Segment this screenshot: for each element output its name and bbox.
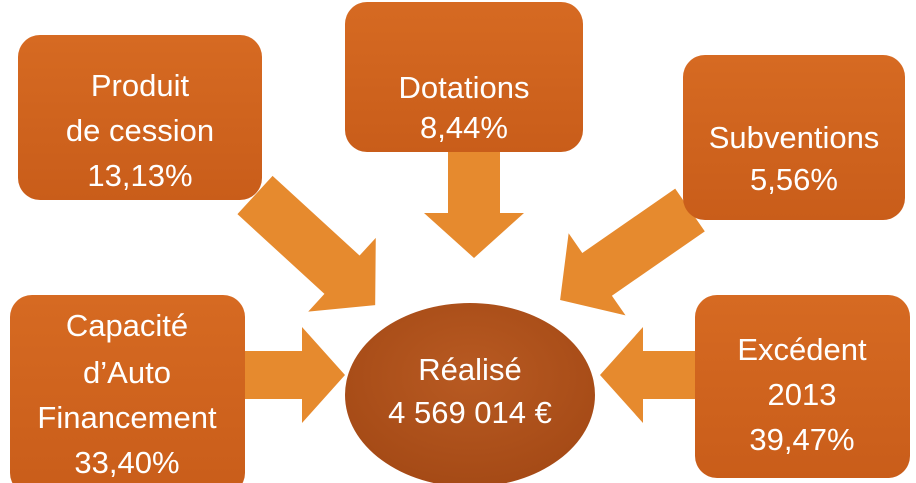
node-box — [683, 55, 905, 220]
arrow — [600, 327, 700, 423]
center-label: Réalisé — [418, 352, 521, 387]
node-label: Capacité — [66, 308, 188, 343]
node-label: Excédent — [737, 332, 867, 367]
arrow — [240, 327, 345, 423]
node-label: 8,44% — [420, 110, 508, 145]
node-label: d’Auto — [83, 355, 171, 390]
node-label: Financement — [37, 400, 217, 435]
node-box — [695, 295, 910, 478]
node-box — [18, 35, 262, 200]
node-label: 33,40% — [74, 445, 179, 480]
node-label: 39,47% — [749, 422, 854, 457]
arrow — [424, 150, 524, 258]
node-label: Subventions — [709, 120, 880, 155]
node-box — [345, 2, 583, 152]
node-box — [10, 295, 245, 483]
center-label: 4 569 014 € — [388, 395, 552, 430]
node-label: 13,13% — [87, 158, 192, 193]
arrow — [560, 188, 705, 316]
node-label: 2013 — [768, 377, 837, 412]
node-label: Produit — [91, 68, 190, 103]
node-label: Dotations — [399, 70, 530, 105]
node-label: 5,56% — [750, 162, 838, 197]
node-label: de cession — [66, 113, 214, 148]
arrows — [237, 150, 705, 423]
arrow — [237, 175, 376, 312]
center-ellipse — [345, 303, 595, 483]
